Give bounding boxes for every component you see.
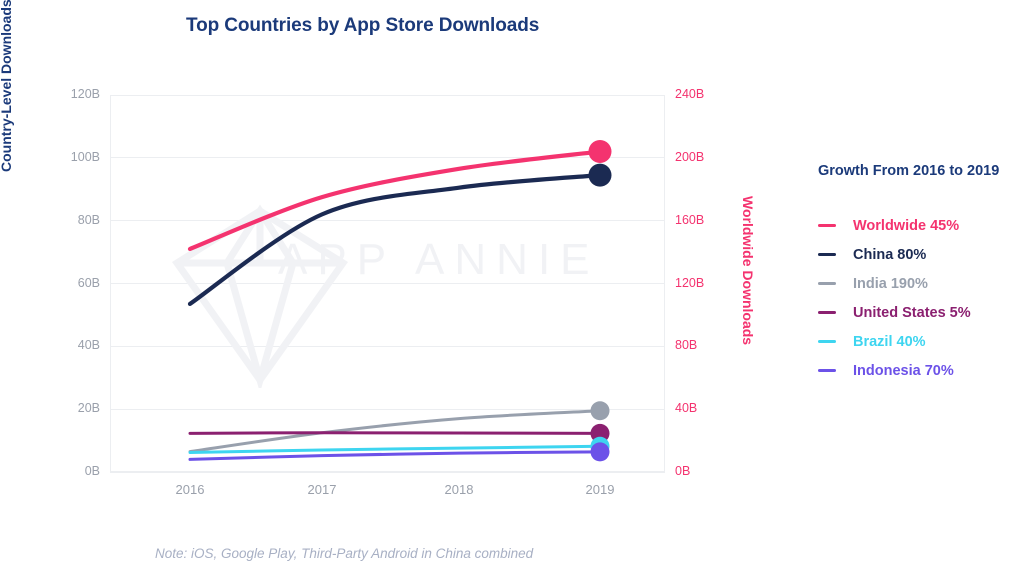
legend-swatch-icon <box>818 311 836 314</box>
legend-title: Growth From 2016 to 2019 <box>818 163 1000 179</box>
series-endpoint-marker <box>590 401 610 421</box>
legend-item-label: India 190% <box>853 275 928 292</box>
gridline <box>110 345 665 347</box>
legend-item[interactable]: Worldwide 45% <box>818 211 1018 240</box>
legend-item-label: China 80% <box>853 246 927 263</box>
legend-item-label: Brazil 40% <box>853 333 926 350</box>
y-axis-right-tick: 200B <box>675 149 705 164</box>
legend-item[interactable]: Indonesia 70% <box>818 356 1018 385</box>
series-endpoint-marker <box>588 140 612 164</box>
gridline <box>110 220 665 222</box>
legend-items: Worldwide 45% China 80% India 190% United S… <box>818 211 1018 385</box>
series-line <box>188 409 602 454</box>
legend-item[interactable]: Brazil 40% <box>818 327 1018 356</box>
legend-item[interactable]: China 80% <box>818 240 1018 269</box>
gridline <box>110 283 665 284</box>
series-endpoint-marker <box>590 442 610 462</box>
series-endpoint-marker <box>588 163 612 187</box>
footnote: Note: iOS, Google Play, Third-Party Andr… <box>155 546 534 561</box>
y-axis-left-tick: 100B <box>70 149 100 164</box>
legend-item[interactable]: United States 5% <box>818 298 1018 327</box>
legend-swatch-icon <box>818 340 836 343</box>
y-axis-left-tick: 40B <box>77 338 100 353</box>
x-axis-tick: 2018 <box>444 482 474 497</box>
legend-swatch-icon <box>818 224 836 227</box>
gridline <box>110 471 665 473</box>
y-axis-right-tick: 40B <box>675 401 698 416</box>
series-line <box>188 450 602 461</box>
series-line <box>188 444 602 455</box>
x-axis-tick: 2019 <box>585 482 615 497</box>
legend-swatch-icon <box>818 369 836 372</box>
series-line <box>187 149 603 252</box>
x-axis-tick: 2017 <box>307 482 337 497</box>
y-axis-right-tick: 160B <box>675 212 705 227</box>
y-axis-right-tick: 120B <box>675 275 705 290</box>
series-line <box>188 431 602 435</box>
y-axis-right-tick: 0B <box>675 464 691 478</box>
x-axis-tick: 2016 <box>175 482 205 497</box>
legend-item[interactable]: India 190% <box>818 269 1018 298</box>
y-axis-left-tick: 20B <box>77 401 100 416</box>
legend: Growth From 2016 to 2019 Worldwide 45% Ch… <box>818 163 1018 385</box>
legend-swatch-icon <box>818 282 836 285</box>
legend-swatch-icon <box>818 253 836 256</box>
y-axis-right-title: Worldwide Downloads <box>740 196 756 346</box>
y-axis-left-tick: 60B <box>77 275 100 290</box>
y-axis-right-tick: 80B <box>675 338 698 353</box>
gridline <box>110 94 665 96</box>
gridline <box>110 408 665 410</box>
y-axis-left-tick: 120B <box>70 87 100 101</box>
y-axis-right-tick: 240B <box>675 87 705 101</box>
plot-area: APP ANNIE <box>110 94 665 473</box>
page-title: Top Countries by App Store Downloads <box>186 15 540 36</box>
legend-item-label: Indonesia 70% <box>853 362 954 379</box>
series-line <box>187 173 603 307</box>
legend-item-label: United States 5% <box>853 304 971 321</box>
legend-item-label: Worldwide 45% <box>853 217 960 234</box>
y-axis-left-tick: 0B <box>84 464 100 478</box>
y-axis-left-title: Country-Level Downloads <box>0 0 14 172</box>
chart-lines <box>187 140 612 462</box>
y-axis-left-tick: 80B <box>77 212 100 227</box>
gridline <box>110 157 665 159</box>
